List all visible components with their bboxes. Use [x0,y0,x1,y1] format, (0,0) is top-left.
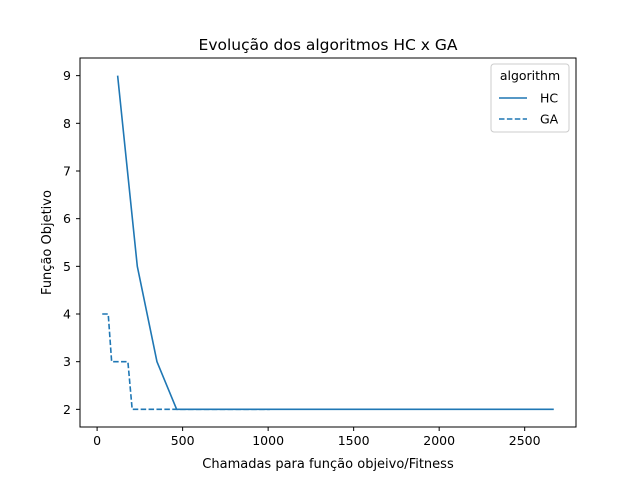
series-line-ga [102,313,270,411]
x-axis: 0 500 1000 1500 2000 2500 [93,427,541,448]
x-tick-label: 2500 [509,433,541,448]
series-line-hc [116,75,554,411]
legend-items: HC GA [499,91,559,127]
plot-frame [79,57,577,428]
y-tick-label: 7 [63,163,71,178]
legend: algorithm HC GA [490,63,570,133]
y-tick-label: 9 [63,68,71,83]
y-tick-label: 2 [63,402,71,417]
x-tick-label: 500 [171,433,195,448]
legend-label-ga: GA [540,112,559,127]
x-tick-label: 1000 [252,433,284,448]
chart-title: Evolução dos algoritmos HC x GA [199,36,458,54]
y-tick-label: 3 [63,354,71,369]
y-axis: 2 3 4 5 6 7 8 9 [63,68,80,417]
plot-lines [102,75,554,411]
y-tick-label: 5 [63,259,71,274]
y-axis-label: Função Objetivo [40,190,55,295]
x-axis-label: Chamadas para função objeivo/Fitness [202,457,454,472]
legend-label-hc: HC [540,91,558,106]
y-tick-label: 4 [63,307,71,322]
legend-box [490,63,570,133]
legend-title: algorithm [500,68,560,83]
y-tick-label: 6 [63,211,71,226]
x-tick-label: 2000 [423,433,455,448]
x-tick-label: 0 [93,433,101,448]
y-tick-label: 8 [63,116,71,131]
x-tick-label: 1500 [338,433,370,448]
